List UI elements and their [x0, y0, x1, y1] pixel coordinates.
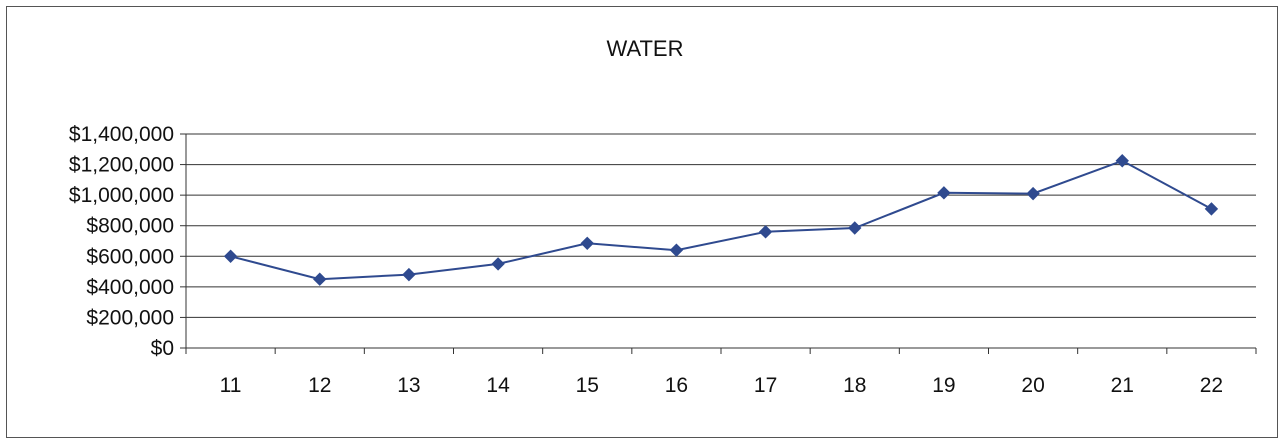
data-point-marker — [669, 243, 684, 257]
data-point-marker — [580, 236, 594, 250]
data-point-marker — [848, 221, 862, 235]
x-tick-label: 15 — [576, 374, 599, 397]
data-point-marker — [937, 186, 951, 200]
x-tick-label: 17 — [754, 374, 777, 397]
x-tick-label: 20 — [1021, 374, 1044, 397]
x-tick-label: 21 — [1111, 374, 1134, 397]
x-tick-label: 14 — [486, 374, 510, 397]
data-point-marker — [1204, 202, 1219, 216]
series-layer — [223, 154, 1219, 286]
x-tick-label: 18 — [843, 374, 866, 397]
x-tick-label: 11 — [220, 374, 242, 397]
x-tick-label: 13 — [397, 374, 420, 397]
y-tick-label: $400,000 — [86, 276, 174, 299]
y-tick-label: $1,200,000 — [69, 154, 174, 177]
y-tick-label: $200,000 — [86, 306, 174, 329]
data-point-marker — [402, 267, 416, 282]
y-tick-label: $0 — [151, 337, 174, 360]
gridlines — [186, 133, 1256, 318]
chart-frame — [6, 6, 1278, 438]
x-tick-label: 19 — [932, 374, 955, 397]
y-tick-label: $1,000,000 — [69, 184, 174, 207]
chart-title: WATER — [607, 36, 684, 61]
data-point-marker — [491, 257, 505, 271]
data-point-marker — [223, 249, 238, 263]
y-axis-tick-labels: $0 $200,000 $400,000 $600,000 $800,000 $1,000… — [69, 123, 174, 360]
y-tick-label: $800,000 — [86, 215, 174, 238]
y-tick-label: $600,000 — [86, 245, 174, 268]
y-tick-label: $1,400,000 — [69, 123, 174, 146]
data-point-marker — [1026, 186, 1040, 201]
x-tick-label: 16 — [665, 374, 688, 397]
axes — [180, 133, 1257, 354]
data-point-marker — [313, 272, 327, 286]
x-tick-label: 12 — [308, 374, 331, 397]
x-tick-label: 22 — [1200, 374, 1223, 397]
data-point-marker — [758, 225, 773, 239]
x-axis-tick-labels: 11 12 13 14 15 16 17 18 19 20 21 22 — [220, 374, 1223, 397]
data-point-marker — [1115, 154, 1129, 168]
series-line — [230, 159, 1212, 281]
